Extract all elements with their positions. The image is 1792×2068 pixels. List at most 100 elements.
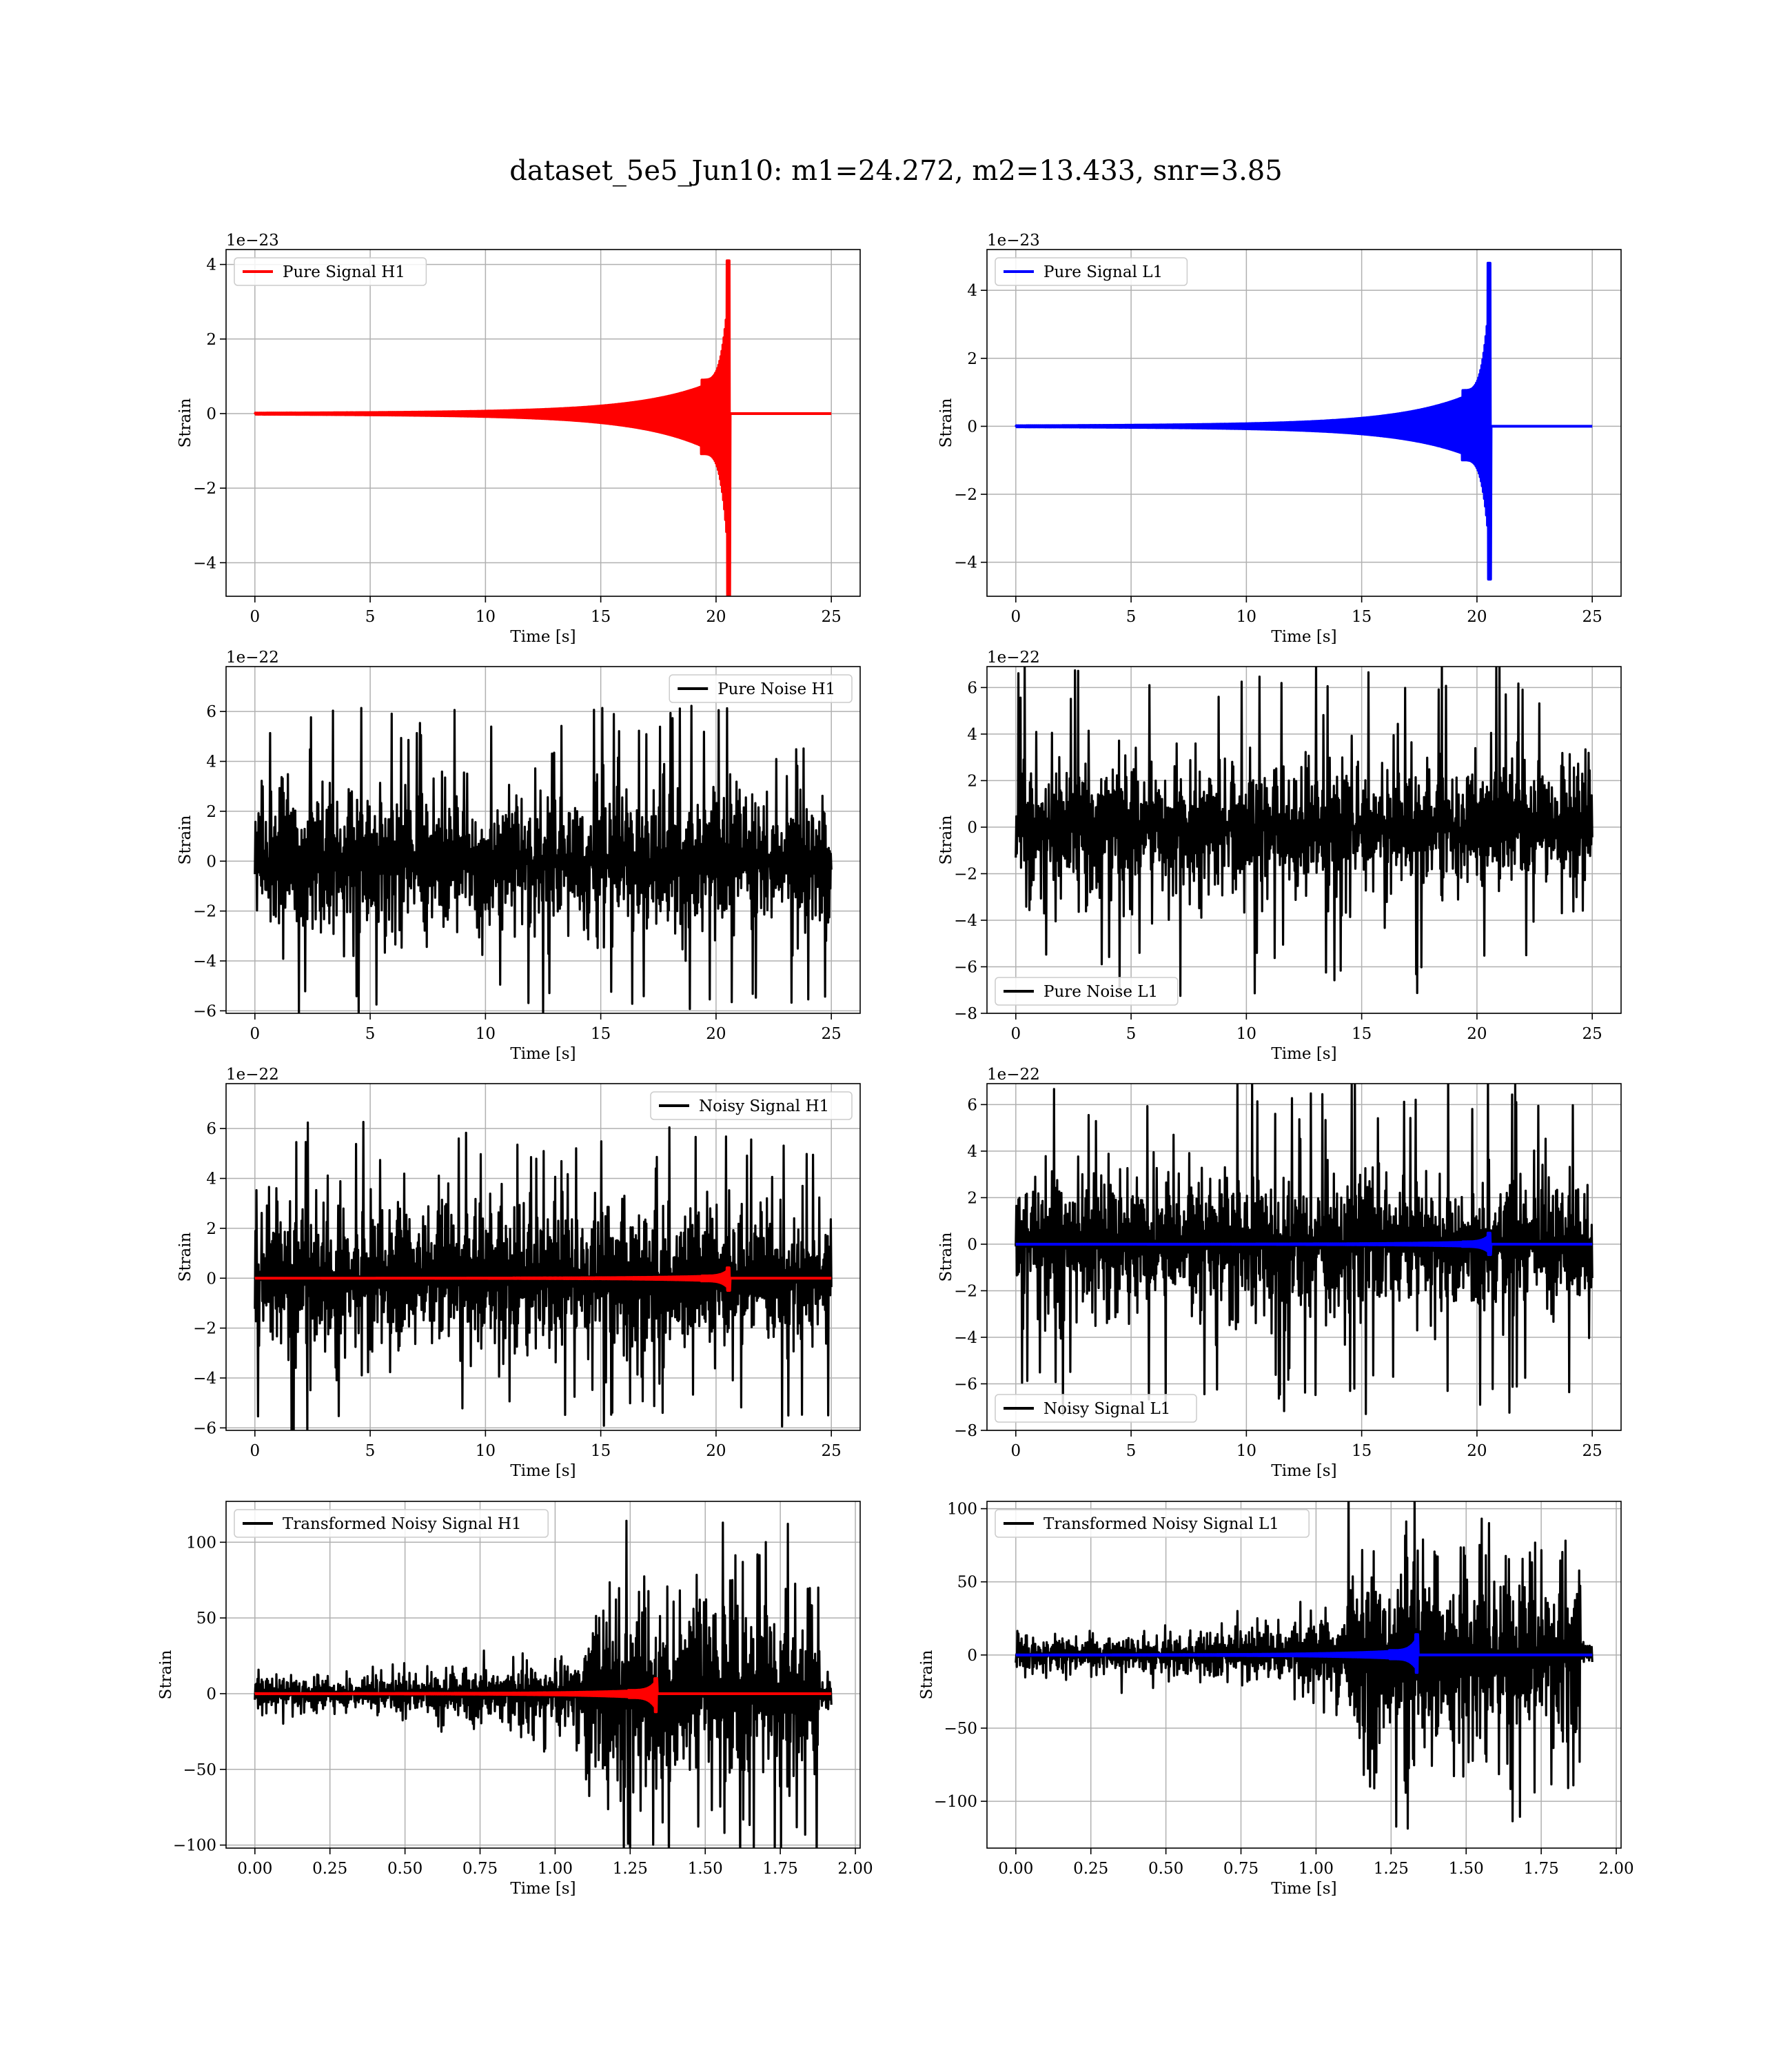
- y-tick-label: 2: [206, 331, 216, 349]
- axis-offset-text: 1e−23: [987, 232, 1040, 250]
- chart-pure-noise-l1: 0 5 10 15 20 25 −8 −6 −4 −2 0 2 4 6 Time [s] Strain 1e−2…: [937, 649, 1622, 1063]
- y-axis-label: Strain: [937, 398, 955, 447]
- series-line: [253, 259, 833, 596]
- y-tick-label: 4: [206, 256, 216, 274]
- x-tick-label: 25: [1582, 1025, 1602, 1043]
- x-tick-label: 0: [250, 1025, 260, 1043]
- x-tick-label: 0: [1010, 608, 1021, 626]
- x-tick-label: 0.25: [312, 1860, 347, 1878]
- series-line: [254, 704, 833, 1013]
- y-axis-label: Strain: [176, 398, 194, 447]
- plot-area: [1015, 261, 1594, 581]
- series-line: [1015, 1084, 1594, 1416]
- x-tick-label: 0: [1010, 1442, 1021, 1460]
- legend-label: Transformed Noisy Signal L1: [1043, 1515, 1279, 1533]
- chart-pure-noise-h1: 0 5 10 15 20 25 −6 −4 −2 0 2 4 6 Time [s] Strain 1e−22 P…: [176, 649, 861, 1063]
- x-tick-label: 20: [1467, 1025, 1487, 1043]
- y-tick-label: −50: [944, 1720, 977, 1738]
- y-tick-label: 6: [206, 1120, 216, 1138]
- x-tick-label: 10: [1236, 1025, 1256, 1043]
- x-tick-label: 15: [1352, 1442, 1372, 1460]
- x-tick-label: 1.75: [1524, 1860, 1559, 1878]
- legend-label: Pure Noise L1: [1043, 983, 1158, 1001]
- y-tick-label: 4: [967, 726, 977, 744]
- x-tick-label: 25: [822, 608, 842, 626]
- y-tick-label: 2: [967, 1189, 977, 1207]
- plot-area: [1015, 1501, 1594, 1830]
- legend-label: Noisy Signal L1: [1043, 1400, 1170, 1418]
- legend: Transformed Noisy Signal L1: [995, 1509, 1310, 1538]
- x-tick-label: 10: [476, 1025, 496, 1043]
- plot-area: [254, 704, 833, 1013]
- axes-frame: [986, 1083, 1622, 1431]
- x-tick-label: 5: [1126, 1025, 1137, 1043]
- y-tick-label: 50: [957, 1574, 977, 1592]
- x-tick-label: 10: [476, 1442, 496, 1460]
- legend-box: [234, 1509, 549, 1538]
- series-line: [1015, 261, 1594, 581]
- y-tick-label: −2: [954, 486, 977, 504]
- legend-box: [995, 257, 1188, 286]
- y-tick-label: 4: [967, 282, 977, 300]
- axes-frame: [986, 666, 1622, 1014]
- y-tick-label: 4: [967, 1143, 977, 1161]
- y-tick-label: −6: [954, 1375, 977, 1393]
- y-tick-label: 0: [967, 418, 977, 436]
- y-tick-label: −6: [193, 1002, 216, 1020]
- legend-label: Pure Signal H1: [283, 263, 405, 281]
- y-tick-label: −8: [954, 1422, 977, 1440]
- x-tick-label: 10: [1236, 1442, 1256, 1460]
- x-tick-label: 25: [1582, 1442, 1602, 1460]
- y-tick-label: 50: [196, 1610, 216, 1628]
- axis-offset-text: 1e−22: [226, 649, 279, 667]
- y-tick-label: 2: [967, 772, 977, 790]
- y-tick-label: 2: [206, 803, 216, 821]
- x-axis-label: Time [s]: [510, 1880, 576, 1898]
- x-tick-label: 15: [1352, 608, 1372, 626]
- x-tick-label: 5: [1126, 608, 1137, 626]
- x-axis-label: Time [s]: [1271, 1880, 1336, 1898]
- x-axis-label: Time [s]: [1271, 1045, 1336, 1063]
- series-line: [254, 1519, 833, 1848]
- y-tick-label: −100: [173, 1837, 216, 1855]
- y-tick-label: 6: [206, 703, 216, 721]
- x-tick-label: 15: [591, 1025, 611, 1043]
- y-tick-label: 0: [967, 1236, 977, 1254]
- y-axis-label: Strain: [918, 1650, 936, 1699]
- x-tick-label: 20: [1467, 608, 1487, 626]
- y-tick-label: −4: [193, 554, 216, 572]
- y-tick-label: 100: [186, 1534, 216, 1552]
- x-tick-label: 25: [1582, 608, 1602, 626]
- x-tick-label: 20: [706, 1442, 726, 1460]
- x-tick-label: 1.00: [538, 1860, 573, 1878]
- y-tick-label: 4: [206, 1170, 216, 1188]
- axes-frame: [986, 249, 1622, 597]
- series-line: [1015, 1633, 1594, 1674]
- series-line: [254, 1677, 833, 1714]
- axes-frame: [225, 1083, 861, 1431]
- chart-transformed-noisy-signal-h1: 0.00 0.25 0.50 0.75 1.00 1.25 1.50 1.75 2.00 −100…: [157, 1501, 873, 1898]
- chart-noisy-signal-h1: 0 5 10 15 20 25 −6 −4 −2 0 2 4 6 Time [s] Strain 1e−22 N…: [176, 1066, 861, 1480]
- legend-box: [995, 1394, 1197, 1423]
- x-tick-label: 2.00: [1598, 1860, 1633, 1878]
- y-tick-label: 100: [947, 1501, 977, 1519]
- x-tick-label: 20: [1467, 1442, 1487, 1460]
- x-tick-label: 5: [365, 608, 376, 626]
- axes-frame: [986, 1501, 1622, 1849]
- y-tick-label: −6: [193, 1419, 216, 1437]
- x-tick-label: 20: [706, 608, 726, 626]
- x-tick-label: 0: [250, 608, 260, 626]
- y-axis-label: Strain: [176, 1232, 194, 1281]
- plot-area: [254, 1120, 833, 1430]
- chart-noisy-signal-l1: 0 5 10 15 20 25 −8 −6 −4 −2 0 2 4 6 Time [s] Strain 1e−2…: [937, 1066, 1622, 1480]
- y-tick-label: −4: [954, 912, 977, 930]
- y-tick-label: −4: [954, 1329, 977, 1347]
- y-tick-label: 2: [206, 1220, 216, 1238]
- y-tick-label: −8: [954, 1005, 977, 1023]
- axis-offset-text: 1e−22: [987, 1066, 1040, 1084]
- x-tick-label: 15: [591, 1442, 611, 1460]
- plot-area: [253, 259, 833, 596]
- legend-label: Pure Signal L1: [1043, 263, 1163, 281]
- legend: Transformed Noisy Signal H1: [234, 1509, 549, 1538]
- x-axis-label: Time [s]: [1271, 1462, 1336, 1480]
